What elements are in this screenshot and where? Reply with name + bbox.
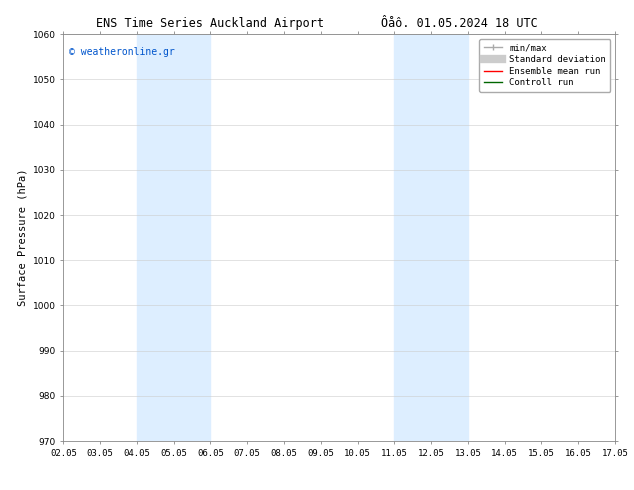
Bar bbox=[137, 34, 210, 441]
Text: © weatheronline.gr: © weatheronline.gr bbox=[69, 47, 174, 56]
Legend: min/max, Standard deviation, Ensemble mean run, Controll run: min/max, Standard deviation, Ensemble me… bbox=[479, 39, 611, 92]
Y-axis label: Surface Pressure (hPa): Surface Pressure (hPa) bbox=[17, 169, 27, 306]
Text: ENS Time Series Auckland Airport        Ôåô. 01.05.2024 18 UTC: ENS Time Series Auckland Airport Ôåô. 01… bbox=[96, 15, 538, 30]
Bar bbox=[394, 34, 468, 441]
